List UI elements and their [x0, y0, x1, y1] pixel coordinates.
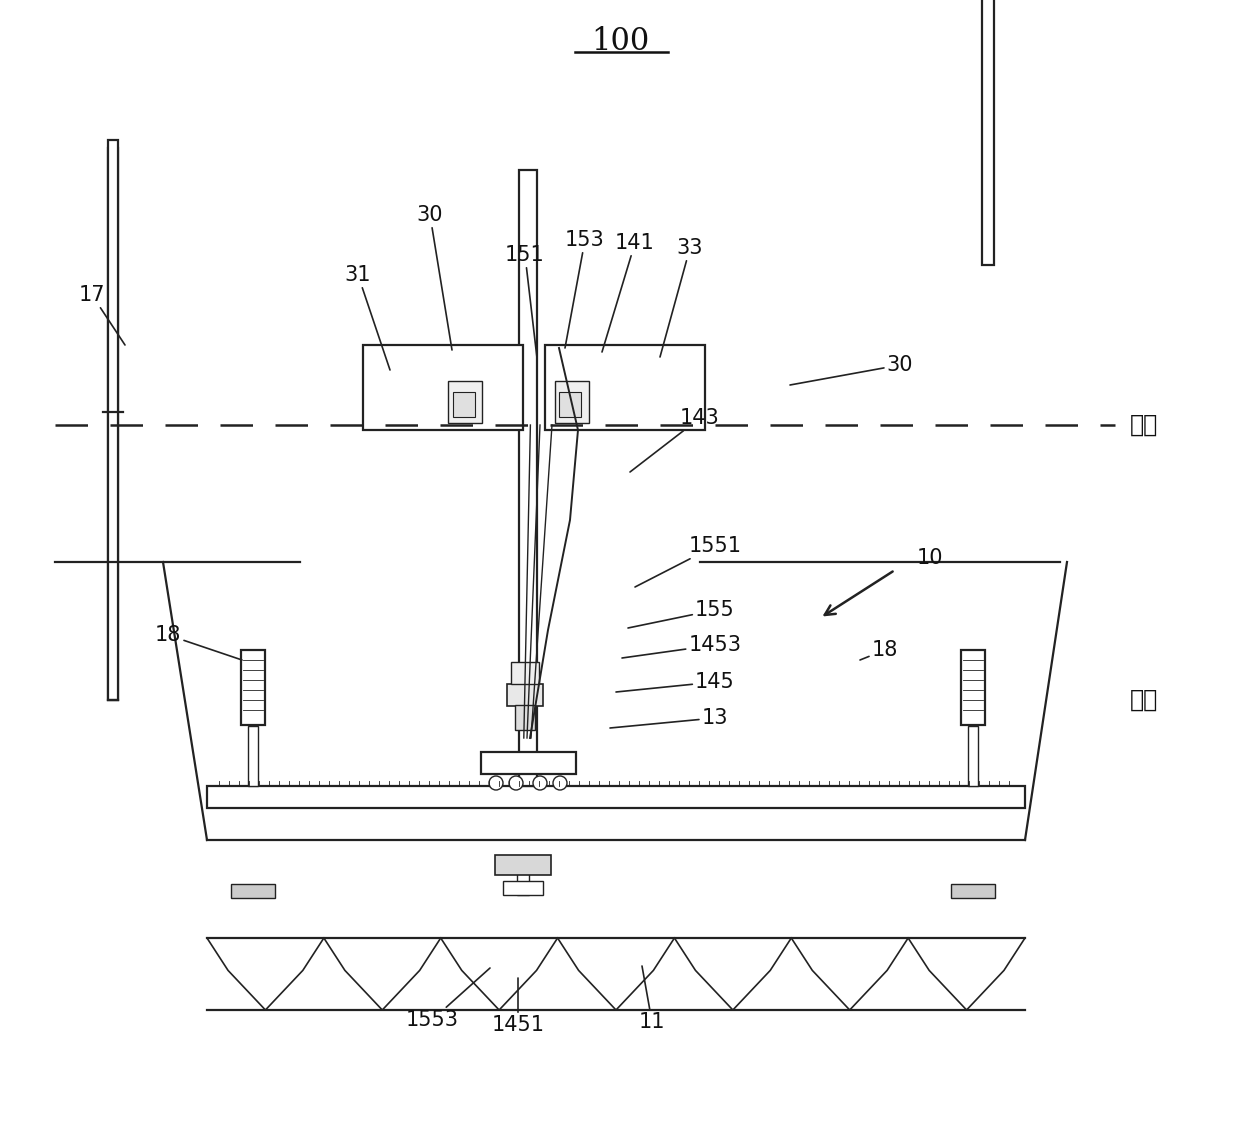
Bar — [556, 382, 589, 423]
Bar — [241, 650, 265, 726]
Text: 水面: 水面 — [1130, 413, 1158, 437]
Text: 18: 18 — [155, 625, 242, 659]
Bar — [961, 650, 985, 726]
Text: 143: 143 — [630, 408, 720, 472]
Circle shape — [553, 776, 567, 790]
Circle shape — [489, 776, 503, 790]
Text: 30: 30 — [417, 205, 453, 350]
Bar — [515, 705, 534, 730]
Text: 30: 30 — [790, 355, 913, 385]
Bar — [546, 345, 706, 431]
Bar — [951, 884, 994, 898]
Text: 100: 100 — [591, 26, 649, 57]
Text: 18: 18 — [861, 640, 898, 659]
Bar — [982, 0, 994, 265]
Bar — [507, 685, 543, 706]
Text: 1451: 1451 — [491, 978, 544, 1035]
Text: 17: 17 — [79, 285, 125, 345]
Text: 10: 10 — [916, 548, 944, 568]
Bar — [207, 786, 1025, 808]
Text: 33: 33 — [660, 238, 703, 357]
Text: 155: 155 — [627, 600, 735, 628]
Bar — [231, 884, 275, 898]
Circle shape — [508, 776, 523, 790]
Text: 基槽: 基槽 — [1130, 688, 1158, 712]
Text: 153: 153 — [565, 230, 605, 349]
Text: 31: 31 — [345, 265, 391, 370]
Text: 13: 13 — [610, 708, 728, 728]
Bar — [248, 726, 258, 786]
Text: 145: 145 — [616, 672, 735, 693]
Bar — [495, 855, 551, 875]
Text: 151: 151 — [505, 245, 544, 358]
Bar — [363, 345, 523, 431]
Bar — [448, 382, 482, 423]
Bar — [968, 726, 978, 786]
Bar — [108, 140, 118, 700]
Bar — [559, 392, 582, 417]
Text: 1553: 1553 — [405, 968, 490, 1030]
Text: 1453: 1453 — [622, 636, 742, 658]
Bar — [453, 392, 475, 417]
Bar — [503, 880, 543, 895]
Text: 11: 11 — [639, 966, 665, 1032]
Text: 1551: 1551 — [635, 536, 742, 587]
Bar — [511, 662, 539, 685]
Text: 141: 141 — [601, 233, 655, 352]
Bar — [108, 148, 118, 700]
Circle shape — [533, 776, 547, 790]
Bar — [481, 752, 577, 775]
Bar — [520, 170, 537, 786]
Bar — [517, 857, 529, 895]
